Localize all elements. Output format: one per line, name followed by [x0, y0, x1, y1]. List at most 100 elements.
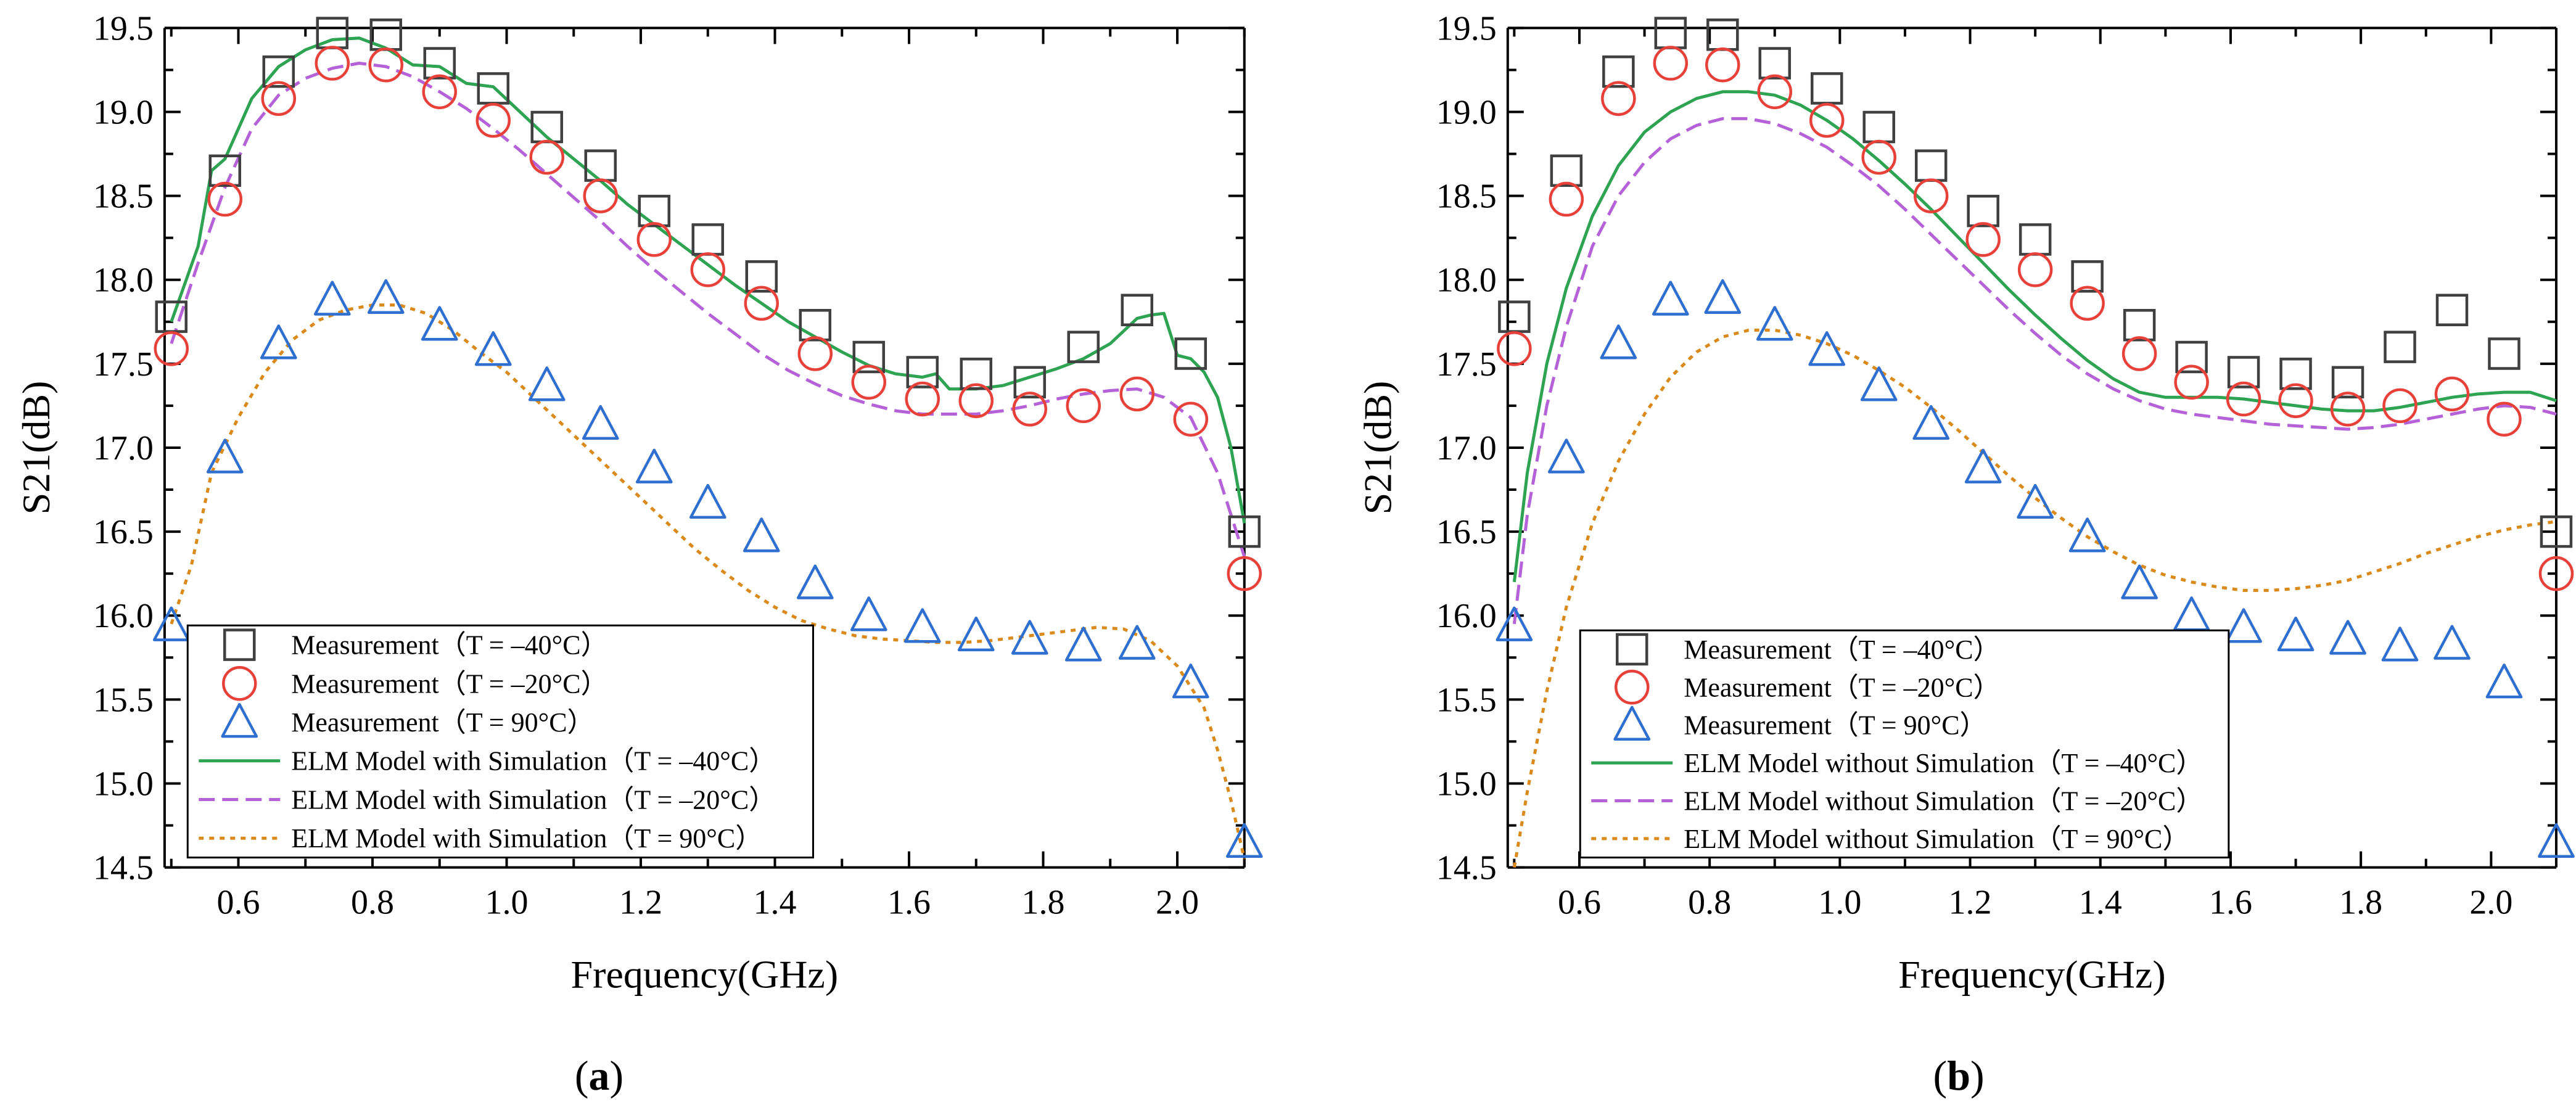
data-point [2175, 340, 2208, 374]
data-point [2226, 381, 2261, 417]
x-tick-label: 0.8 [1688, 884, 1731, 922]
x-tick-label: 1.0 [485, 884, 529, 922]
data-point [2227, 356, 2260, 389]
y-tick-label: 14.5 [93, 849, 154, 887]
legend-label-4: ELM Model with Simulation（T = –20°C） [291, 784, 776, 815]
x-tick-label: 0.6 [217, 884, 260, 922]
data-point [1547, 438, 1585, 474]
y-tick-label: 17.0 [93, 429, 154, 467]
data-point [2434, 625, 2471, 660]
data-point [1912, 405, 1950, 440]
data-point [206, 438, 244, 474]
y-tick-label: 17.5 [93, 345, 154, 384]
legend-marker-1 [222, 666, 257, 701]
data-point [636, 222, 672, 257]
data-point [905, 381, 940, 417]
y-tick-label: 19.5 [1436, 9, 1497, 47]
legend-label-3: ELM Model without Simulation（T = –40°C） [1684, 748, 2203, 778]
data-point [852, 340, 886, 374]
y-tick-label: 15.0 [1436, 765, 1497, 803]
x-tick-label: 1.2 [1949, 884, 1992, 922]
data-point [2488, 337, 2520, 370]
data-point [2382, 388, 2418, 424]
data-point [851, 364, 887, 400]
data-point [1011, 620, 1048, 655]
x-tick-label: 1.8 [2339, 884, 2382, 922]
data-point [1808, 331, 1846, 366]
data-point [2381, 627, 2419, 662]
data-point [2018, 223, 2052, 256]
series-line-4 [1512, 117, 2557, 625]
y-tick-label: 19.0 [1436, 93, 1497, 131]
y-tick-label: 18.0 [93, 261, 154, 300]
y-tick-label: 16.5 [93, 513, 154, 551]
data-point [957, 616, 995, 652]
data-point [423, 47, 456, 80]
data-point [2435, 294, 2469, 326]
y-tick-label: 19.5 [93, 9, 154, 47]
data-point [1496, 606, 1533, 641]
data-point [1654, 17, 1687, 49]
y-tick-label: 15.0 [93, 765, 154, 803]
data-point [2485, 664, 2523, 699]
legend: Measurement（T = –40°C） Measurement（T = –2… [1579, 629, 2230, 859]
data-point [584, 149, 617, 182]
data-point [1756, 306, 1793, 341]
x-axis-title: Frequency(GHz) [571, 952, 839, 996]
y-tick-label: 16.5 [1436, 513, 1497, 551]
legend-label-2: Measurement（T = 90°C） [1684, 710, 1986, 741]
legend: Measurement（T = –40°C） Measurement（T = –2… [186, 624, 814, 859]
data-point [583, 178, 619, 213]
data-point [850, 596, 887, 631]
legend-label-1: Measurement（T = –20°C） [1684, 672, 2000, 702]
data-point [2540, 515, 2573, 548]
data-point [1550, 154, 1583, 187]
data-point [1601, 81, 1636, 116]
y-tick-label: 16.0 [1436, 597, 1497, 635]
data-point [154, 331, 189, 366]
data-point [1704, 279, 1742, 314]
data-point [1652, 281, 1689, 316]
legend-marker-2 [221, 702, 258, 738]
data-point [1600, 324, 1637, 360]
x-tick-label: 0.6 [1558, 884, 1601, 922]
data-point [2330, 392, 2366, 427]
legend-box [1579, 629, 2230, 859]
x-tick-label: 1.8 [1022, 884, 1065, 922]
data-point [2277, 616, 2315, 652]
data-point [2487, 401, 2522, 437]
data-point [638, 194, 671, 228]
data-point [744, 286, 780, 321]
data-point [1705, 47, 1740, 83]
data-point [262, 55, 295, 88]
data-point [1967, 194, 1999, 228]
data-point [2174, 364, 2209, 400]
legend-marker-0 [1615, 633, 1648, 666]
x-tick-label: 2.0 [2469, 884, 2512, 922]
data-point [261, 81, 297, 116]
panel-label: (a) [575, 1052, 623, 1099]
data-point [691, 223, 725, 256]
data-point [1013, 366, 1047, 399]
panel-label: (b) [1933, 1052, 1985, 1099]
data-point [1602, 55, 1635, 88]
data-point [1862, 110, 1895, 144]
series-line-5 [1512, 328, 2557, 868]
data-point [1706, 19, 1739, 51]
data-point [1119, 376, 1155, 412]
data-point [1118, 625, 1156, 660]
series-line-3 [1512, 90, 2557, 583]
data-point [2123, 308, 2156, 342]
data-point [421, 306, 458, 341]
data-point [474, 331, 512, 366]
data-point [1228, 515, 1261, 548]
y-tick-label: 17.0 [1436, 429, 1497, 467]
x-tick-label: 0.8 [351, 884, 394, 922]
data-point [152, 606, 190, 641]
y-tick-label: 18.0 [1436, 261, 1497, 300]
x-tick-label: 2.0 [1156, 884, 1199, 922]
data-point [368, 47, 404, 83]
series-group [170, 36, 1246, 860]
data-point [2331, 366, 2364, 399]
